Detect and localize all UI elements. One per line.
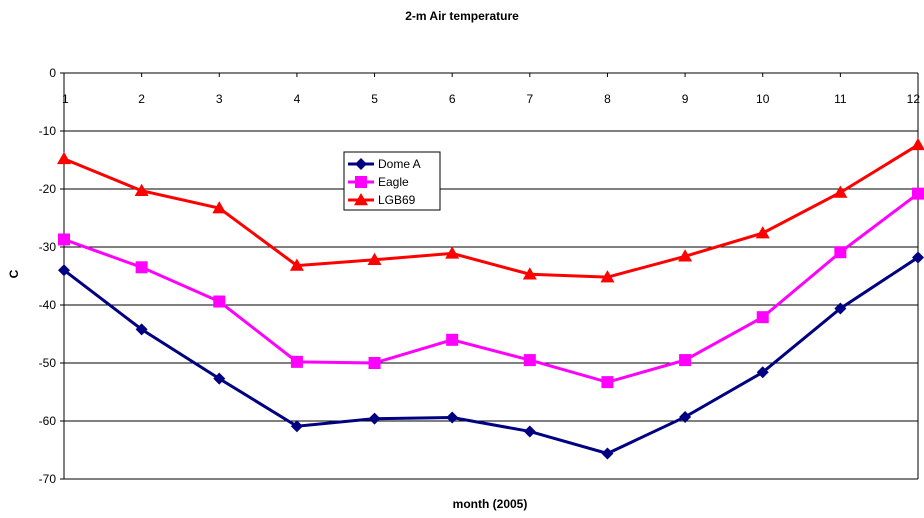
y-tick-label: -10 [39, 124, 57, 138]
data-point-eagle [912, 187, 924, 200]
data-point-lgb69 [833, 185, 848, 198]
x-tick-label: 4 [294, 92, 301, 106]
data-point-lgb69 [911, 137, 924, 151]
data-point-dome-a [290, 420, 303, 433]
x-tick-label: 11 [834, 92, 847, 106]
data-point-eagle [290, 355, 303, 368]
x-tick-label: 2 [138, 92, 145, 106]
data-point-lgb69 [678, 249, 693, 262]
series-line-eagle [63, 192, 919, 384]
legend-marker [355, 158, 367, 170]
data-point-eagle [213, 295, 226, 308]
data-point-dome-a [213, 372, 226, 385]
y-tick-label: -70 [39, 472, 57, 486]
legend-item-lgb69: LGB69 [348, 193, 416, 207]
data-point-eagle [446, 333, 459, 346]
data-point-lgb69 [755, 226, 770, 239]
data-point-eagle [679, 354, 692, 367]
data-point-dome-a [834, 302, 847, 315]
data-point-dome-a [135, 323, 148, 336]
series-lgb69 [57, 137, 924, 283]
y-tick-label: -40 [39, 298, 57, 312]
data-point-dome-a [912, 251, 924, 264]
y-tick-label: 0 [49, 66, 56, 80]
series-layer [57, 137, 924, 460]
legend: Dome A Eagle LGB69 [343, 151, 441, 211]
data-point-lgb69 [445, 246, 460, 259]
y-tick-label: -60 [39, 414, 57, 428]
y-tick-labels: 0 -10 -20 -30 -40 -50 -60 -70 [39, 66, 64, 486]
data-point-dome-a [523, 425, 536, 438]
legend-label: Dome A [378, 157, 421, 171]
data-point-eagle [834, 246, 847, 259]
data-point-eagle [601, 376, 614, 389]
series-line-dome-a [63, 256, 919, 456]
x-tick-label: 5 [371, 92, 378, 106]
series-line-lgb69 [63, 143, 919, 279]
x-tick-label: 7 [526, 92, 533, 106]
data-point-lgb69 [367, 252, 382, 266]
data-point-lgb69 [289, 258, 304, 271]
data-point-eagle [135, 261, 148, 274]
data-point-dome-a [446, 411, 459, 424]
data-point-lgb69 [134, 183, 149, 196]
legend-label: Eagle [378, 175, 409, 189]
data-point-eagle [523, 354, 536, 367]
series-eagle [58, 187, 924, 389]
data-point-eagle [58, 233, 70, 246]
data-point-dome-a [679, 410, 692, 423]
data-point-lgb69 [522, 267, 537, 280]
x-tick-label: 6 [449, 92, 456, 106]
legend-label: LGB69 [378, 193, 416, 207]
x-tick-label: 1 [62, 92, 69, 106]
y-axis-label: C [7, 269, 21, 278]
legend-item-eagle: Eagle [348, 175, 409, 189]
series-dome-a [58, 251, 924, 460]
x-tick-labels: 1 2 3 4 5 6 7 8 9 10 11 12 [62, 73, 920, 106]
legend-marker [355, 176, 367, 188]
y-tick-label: -20 [39, 182, 57, 196]
y-tick-label: -50 [39, 356, 57, 370]
gridlines [64, 130, 918, 422]
legend-item-dome-a: Dome A [348, 157, 421, 171]
data-point-dome-a [58, 264, 70, 277]
data-point-dome-a [601, 447, 614, 460]
data-point-dome-a [756, 366, 769, 379]
data-point-eagle [756, 311, 769, 324]
x-tick-label: 9 [682, 92, 689, 106]
x-tick-label: 12 [907, 92, 921, 106]
data-point-eagle [368, 357, 381, 369]
x-tick-label: 8 [604, 92, 611, 106]
x-tick-label: 3 [216, 92, 223, 106]
data-point-lgb69 [57, 151, 71, 165]
chart-title: 2-m Air temperature [405, 9, 519, 23]
data-point-dome-a [368, 412, 381, 425]
x-axis-label: month (2005) [453, 497, 528, 511]
data-point-lgb69 [600, 270, 615, 283]
legend-marker [354, 193, 368, 206]
y-tick-label: -30 [39, 240, 57, 254]
x-tick-label: 10 [756, 92, 770, 106]
data-point-lgb69 [212, 201, 227, 214]
